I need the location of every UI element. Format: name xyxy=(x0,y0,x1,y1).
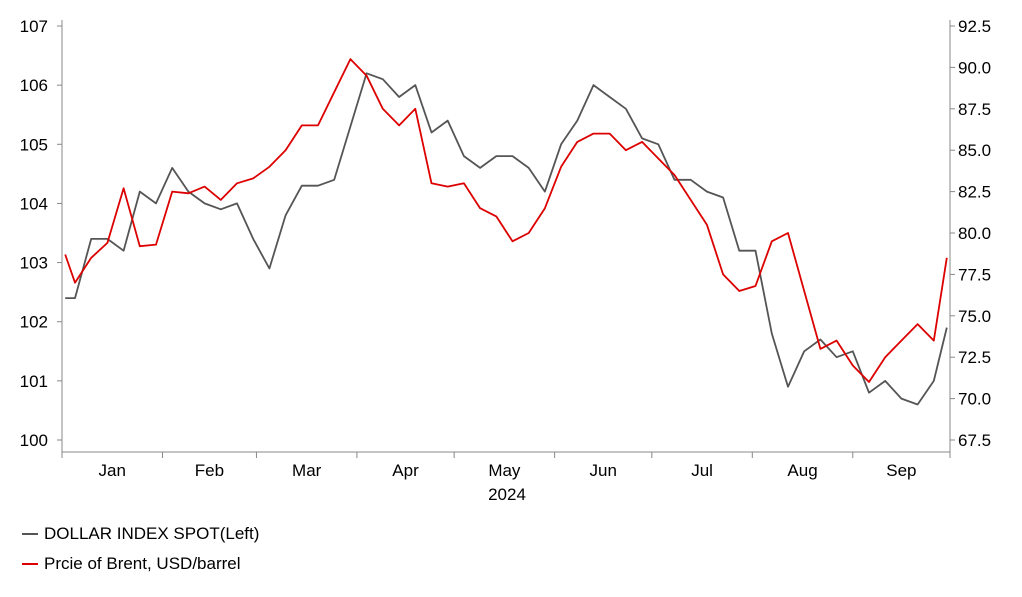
left-y-tick-label: 100 xyxy=(20,431,48,450)
right-y-tick-label: 70.0 xyxy=(958,390,991,409)
left-y-tick-label: 105 xyxy=(20,135,48,154)
right-y-tick-label: 67.5 xyxy=(958,431,991,450)
right-y-tick-label: 72.5 xyxy=(958,348,991,367)
right-y-tick-label: 80.0 xyxy=(958,224,991,243)
x-axis-year-label: 2024 xyxy=(488,485,526,504)
series-line-brent xyxy=(64,58,948,383)
x-month-label: Apr xyxy=(392,461,419,480)
right-y-tick-label: 82.5 xyxy=(958,183,991,202)
x-month-label: Jan xyxy=(99,461,126,480)
x-month-label: Mar xyxy=(292,461,322,480)
legend-label-dollar-index: DOLLAR INDEX SPOT(Left) xyxy=(44,524,260,543)
left-y-tick-label: 102 xyxy=(20,313,48,332)
chart-series xyxy=(64,58,948,406)
x-month-label: Sep xyxy=(886,461,916,480)
series-line-dollar-index xyxy=(65,72,948,406)
right-y-tick-label: 77.5 xyxy=(958,265,991,284)
x-month-label: Aug xyxy=(787,461,817,480)
left-y-tick-label: 107 xyxy=(20,17,48,36)
left-y-tick-label: 101 xyxy=(20,372,48,391)
chart-axes: 100 101 102 103 104 105 106 107 67.5 70.0 72.5 75.0… xyxy=(20,17,991,480)
right-y-tick-label: 92.5 xyxy=(958,17,991,36)
legend-item-brent: Prcie of Brent, USD/barrel xyxy=(22,554,241,574)
left-y-tick-label: 103 xyxy=(20,254,48,273)
x-month-label: Feb xyxy=(195,461,224,480)
left-y-tick-label: 106 xyxy=(20,76,48,95)
right-y-tick-label: 85.0 xyxy=(958,141,991,160)
right-y-tick-label: 75.0 xyxy=(958,307,991,326)
x-month-label: May xyxy=(488,461,521,480)
legend-item-dollar-index: DOLLAR INDEX SPOT(Left) xyxy=(22,524,259,544)
legend-label-brent: Prcie of Brent, USD/barrel xyxy=(44,554,241,573)
legend-swatch-brent xyxy=(22,563,38,565)
right-y-tick-label: 90.0 xyxy=(958,58,991,77)
legend-swatch-dollar-index xyxy=(22,533,38,535)
right-y-tick-label: 87.5 xyxy=(958,100,991,119)
x-month-label: Jul xyxy=(691,461,713,480)
x-month-label: Jun xyxy=(590,461,617,480)
left-y-tick-label: 104 xyxy=(20,194,48,213)
